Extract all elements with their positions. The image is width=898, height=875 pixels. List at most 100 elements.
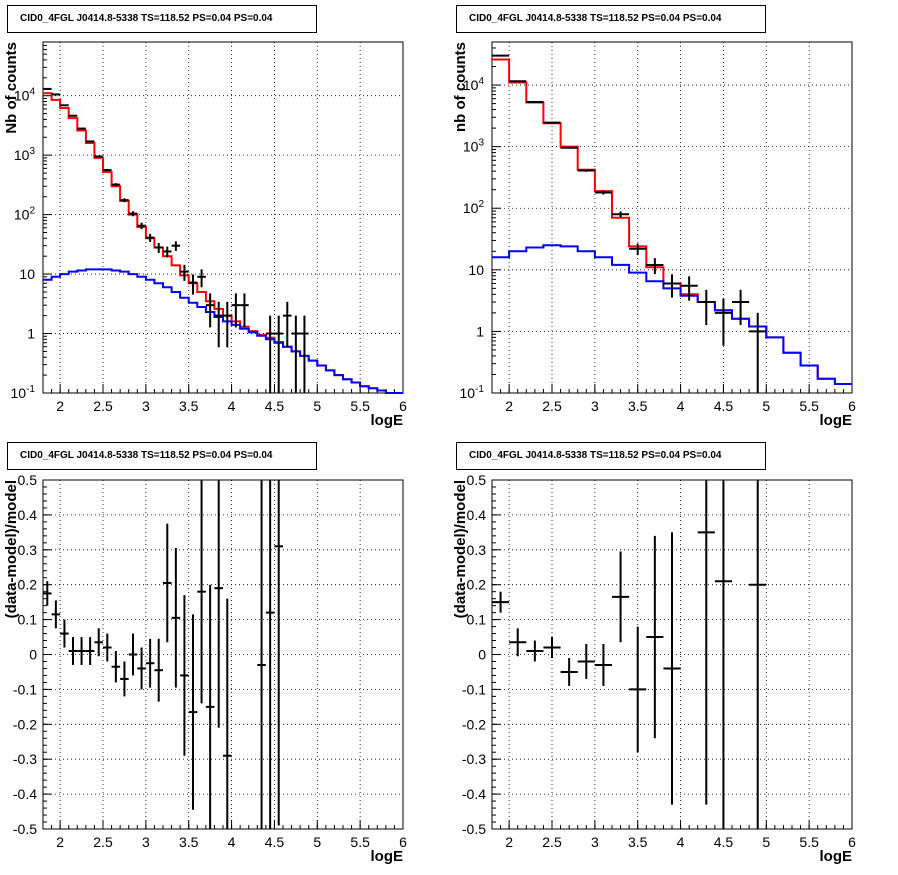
data-point <box>594 190 612 195</box>
data-point <box>171 241 181 251</box>
x-tick-label: 5.5 <box>350 834 370 850</box>
data-point <box>145 233 155 243</box>
x-tick-label: 6 <box>848 398 856 414</box>
x-tick-label: 3.5 <box>179 398 199 414</box>
x-tick-label: 3.5 <box>628 398 648 414</box>
data-point <box>509 628 527 657</box>
data-point <box>265 315 275 393</box>
data-point <box>77 127 86 130</box>
y-tick-label: -0.2 <box>462 716 486 732</box>
data-point <box>94 155 103 158</box>
data-point <box>646 258 664 275</box>
x-tick-label: 4 <box>228 398 236 414</box>
data-point <box>85 637 95 665</box>
data-point <box>714 480 732 829</box>
y-axis-label: (data-model)/model <box>3 480 20 618</box>
x-axis-label: logE <box>371 848 404 865</box>
y-tick-label: 104 <box>14 87 36 104</box>
x-tick-label: 2.5 <box>93 398 113 414</box>
data-point <box>137 222 146 230</box>
data-point <box>197 269 206 288</box>
data-point <box>543 637 561 658</box>
x-tick-label: 4.5 <box>714 398 734 414</box>
y-tick-label: 1 <box>476 323 484 339</box>
x-tick-label: 5.5 <box>799 834 819 850</box>
data-point <box>205 293 215 328</box>
y-tick-label: 10-1 <box>11 384 36 401</box>
data-point <box>300 315 309 393</box>
data-point <box>663 274 681 298</box>
data-point <box>265 480 275 829</box>
data-point <box>560 146 578 149</box>
y-tick-label: 10 <box>19 266 35 282</box>
plot-title-top-right: CID0_4FGL J0414.8-5338 TS=118.52 PS=0.04… <box>456 5 766 33</box>
x-tick-label: 4 <box>677 834 685 850</box>
x-tick-label: 6 <box>399 398 407 414</box>
y-tick-label: -0.3 <box>462 751 486 767</box>
series-model-blue-line <box>492 244 852 385</box>
y-axis-label: nb of counts <box>452 42 469 132</box>
data-point <box>283 301 292 348</box>
data-point <box>171 548 181 688</box>
x-tick-label: 3 <box>591 398 599 414</box>
y-tick-label: 10 <box>468 262 484 278</box>
data-point <box>180 595 189 756</box>
y-tick-label: 10-1 <box>460 384 485 401</box>
data-point <box>223 598 232 829</box>
data-point <box>68 637 78 665</box>
y-tick-label: 0.2 <box>18 577 38 593</box>
x-tick-label: 5 <box>313 398 321 414</box>
x-tick-label: 2.5 <box>93 834 113 850</box>
data-point <box>732 289 750 326</box>
y-tick-label: 1 <box>27 326 35 342</box>
data-point <box>163 246 172 258</box>
data-point <box>231 293 241 328</box>
data-point <box>257 480 266 829</box>
x-tick-label: 2 <box>56 834 64 850</box>
data-point <box>154 243 163 253</box>
data-point <box>274 480 283 826</box>
plot-title-bottom-left: CID0_4FGL J0414.8-5338 TS=118.52 PS=0.04… <box>7 442 317 470</box>
y-tick-label: -0.4 <box>462 786 486 802</box>
y-tick-label: 0.3 <box>467 542 487 558</box>
data-point <box>749 480 767 829</box>
x-tick-label: 2.5 <box>542 398 562 414</box>
x-tick-label: 2.5 <box>542 834 562 850</box>
plot-title-bottom-right: CID0_4FGL J0414.8-5338 TS=118.52 PS=0.04… <box>456 442 766 470</box>
plot-title-top-left: CID0_4FGL J0414.8-5338 TS=118.52 PS=0.04… <box>7 5 317 33</box>
y-tick-label: 102 <box>14 206 36 223</box>
data-point <box>526 101 544 104</box>
data-point <box>51 93 61 96</box>
data-point <box>77 637 86 665</box>
series-model-blue-line <box>43 268 403 394</box>
data-point <box>128 633 138 676</box>
data-point <box>197 480 206 704</box>
data-point <box>205 584 215 829</box>
data-point <box>111 183 121 187</box>
y-tick-label: 103 <box>463 138 485 155</box>
data-point <box>145 638 155 688</box>
plot-panel-2: 2 2.5 3 3.5 4 4.5 5 5.5 6 -0.5 -0.4 -0.3 -0.2 -0.1 0 0.… <box>3 472 407 865</box>
data-point <box>103 633 112 662</box>
x-tick-label: 4.5 <box>714 834 734 850</box>
plot-panel-1: 2 2.5 3 3.5 4 4.5 5 5.5 6 10-1 1 10 102 103 104 logE nb … <box>452 41 856 429</box>
data-point <box>128 211 138 217</box>
data-point <box>697 289 715 326</box>
data-point <box>103 169 112 172</box>
x-tick-label: 2 <box>505 834 513 850</box>
x-tick-label: 3 <box>591 834 599 850</box>
data-point <box>137 647 146 690</box>
data-point <box>714 298 732 346</box>
x-tick-label: 4.5 <box>265 398 285 414</box>
plot-frame <box>42 41 404 394</box>
data-point <box>188 274 198 295</box>
y-tick-label: -0.5 <box>13 821 37 837</box>
data-point <box>43 581 52 606</box>
x-tick-label: 3.5 <box>179 834 199 850</box>
y-tick-label: 102 <box>463 199 485 216</box>
plot-frame <box>491 41 853 394</box>
data-point <box>697 480 715 805</box>
x-tick-label: 3.5 <box>628 834 648 850</box>
data-point <box>163 523 172 643</box>
data-point <box>68 114 78 117</box>
